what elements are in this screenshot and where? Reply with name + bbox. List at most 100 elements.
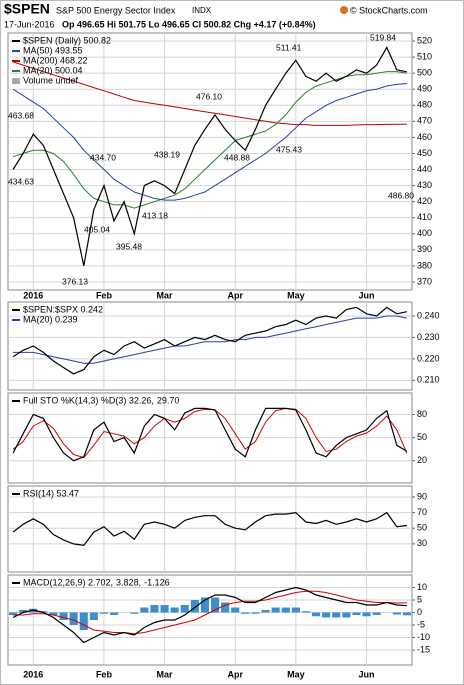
histogram-bar bbox=[190, 600, 199, 613]
histogram-bar bbox=[9, 612, 18, 615]
y-tick-label: 50 bbox=[417, 432, 427, 442]
price-annotation: 463.68 bbox=[8, 110, 34, 120]
legend-swatch bbox=[12, 78, 20, 84]
y-tick-label: 5 bbox=[417, 594, 422, 604]
histogram-bar bbox=[271, 607, 280, 613]
series-line bbox=[12, 46, 408, 267]
logo bbox=[340, 6, 348, 14]
y-tick-label: 0.220 bbox=[417, 353, 440, 363]
price-annotation: 434.70 bbox=[90, 152, 116, 162]
series-line bbox=[12, 407, 408, 462]
y-tick-label: 380 bbox=[417, 260, 432, 270]
series-line bbox=[12, 511, 407, 547]
x-tick-label: 2016 bbox=[23, 290, 43, 300]
histogram-bar bbox=[140, 607, 149, 613]
histogram-bar bbox=[99, 612, 108, 614]
price-annotation: 486.80 bbox=[388, 190, 414, 200]
y-tick-label: 500 bbox=[417, 68, 432, 78]
y-tick-label: 20 bbox=[417, 455, 427, 465]
y-tick-label: 410 bbox=[417, 212, 432, 222]
histogram-bar bbox=[160, 605, 169, 613]
histogram-bar bbox=[372, 612, 381, 615]
y-tick-label: 450 bbox=[417, 148, 432, 158]
histogram-bar bbox=[241, 612, 250, 614]
panel-frame bbox=[7, 301, 413, 391]
legend-label: $SPEN:$SPX 0.242 bbox=[23, 304, 103, 314]
panel-frame bbox=[7, 485, 413, 573]
histogram-bar bbox=[352, 612, 361, 615]
series-line bbox=[12, 586, 407, 644]
legend-label: 3.828, bbox=[116, 577, 141, 587]
histogram-bar bbox=[170, 607, 179, 613]
y-tick-label: -5 bbox=[417, 619, 425, 629]
y-tick-label: 490 bbox=[417, 84, 432, 94]
y-tick-label: 510 bbox=[417, 51, 432, 61]
price-annotation: 476.10 bbox=[196, 91, 222, 101]
price-annotation: 438.19 bbox=[154, 149, 180, 159]
legend-label: MA(20) 0.239 bbox=[23, 314, 78, 324]
y-tick-label: 0.240 bbox=[417, 310, 440, 320]
legend-label: RSI(14) 53.47 bbox=[23, 488, 79, 498]
histogram-bar bbox=[49, 612, 58, 615]
x-tick-label: Apr bbox=[228, 669, 244, 679]
date: 17-Jun-2016 bbox=[4, 19, 55, 29]
y-tick-label: 460 bbox=[417, 132, 432, 142]
histogram-bar bbox=[312, 612, 321, 617]
y-tick-label: 480 bbox=[417, 100, 432, 110]
legend-label: MA(200) 468.22 bbox=[23, 55, 88, 65]
histogram-bar bbox=[69, 612, 78, 625]
y-tick-label: 70 bbox=[417, 507, 427, 517]
series-line bbox=[12, 306, 408, 375]
histogram-bar bbox=[291, 607, 300, 613]
y-tick-label: 50 bbox=[417, 523, 427, 533]
histogram-bar bbox=[19, 610, 28, 613]
x-tick-label: May bbox=[287, 669, 305, 679]
price-annotation: 448.88 bbox=[224, 152, 250, 162]
panel-frame bbox=[7, 574, 413, 666]
histogram-bar bbox=[180, 605, 189, 613]
histogram-bar bbox=[79, 612, 88, 630]
y-tick-label: 80 bbox=[417, 409, 427, 419]
histogram-bar bbox=[261, 610, 270, 613]
x-tick-label: Apr bbox=[228, 290, 244, 300]
histogram-bar bbox=[200, 597, 209, 613]
y-tick-label: 420 bbox=[417, 196, 432, 206]
y-tick-label: 400 bbox=[417, 228, 432, 238]
y-tick-label: 0 bbox=[417, 607, 422, 617]
y-tick-label: -15 bbox=[417, 644, 430, 654]
x-tick-label: 2016 bbox=[23, 669, 43, 679]
legend-label: 29.70 bbox=[157, 395, 180, 405]
x-tick-label: Mar bbox=[157, 669, 174, 679]
y-tick-label: -10 bbox=[417, 632, 430, 642]
histogram-bar bbox=[301, 611, 310, 613]
y-tick-label: 0.230 bbox=[417, 332, 440, 342]
y-tick-label: 10 bbox=[417, 582, 427, 592]
price-annotation: 519.84 bbox=[370, 32, 396, 42]
x-tick-label: Jun bbox=[359, 290, 375, 300]
series-line bbox=[12, 71, 407, 209]
x-tick-label: May bbox=[287, 290, 305, 300]
series-line bbox=[13, 590, 407, 635]
symbol: $SPEN bbox=[4, 1, 50, 17]
y-tick-label: 0.210 bbox=[417, 375, 440, 385]
legend-label: $SPEN (Daily) 500.82 bbox=[23, 35, 111, 45]
histogram-bar bbox=[221, 602, 230, 613]
legend-label: MA(50) 493.55 bbox=[23, 45, 83, 55]
histogram-bar bbox=[251, 612, 260, 614]
y-tick-label: 90 bbox=[417, 491, 427, 501]
y-tick-label: 520 bbox=[417, 35, 432, 45]
y-tick-label: 430 bbox=[417, 180, 432, 190]
histogram-bar bbox=[211, 597, 220, 613]
price-annotation: 376.13 bbox=[62, 276, 88, 286]
index-name: S&P 500 Energy Sector Index bbox=[56, 5, 176, 15]
y-tick-label: 470 bbox=[417, 116, 432, 126]
series-line bbox=[12, 83, 407, 201]
price-annotation: 475.43 bbox=[276, 144, 302, 154]
quote: Op 496.65 Hi 501.75 Lo 496.65 Cl 500.82 … bbox=[62, 19, 316, 29]
series-line bbox=[13, 315, 408, 364]
histogram-bar bbox=[59, 612, 68, 620]
histogram-bar bbox=[392, 612, 401, 615]
price-annotation: 511.41 bbox=[276, 42, 302, 52]
histogram-bar bbox=[342, 612, 351, 618]
x-tick-label: Feb bbox=[96, 669, 113, 679]
